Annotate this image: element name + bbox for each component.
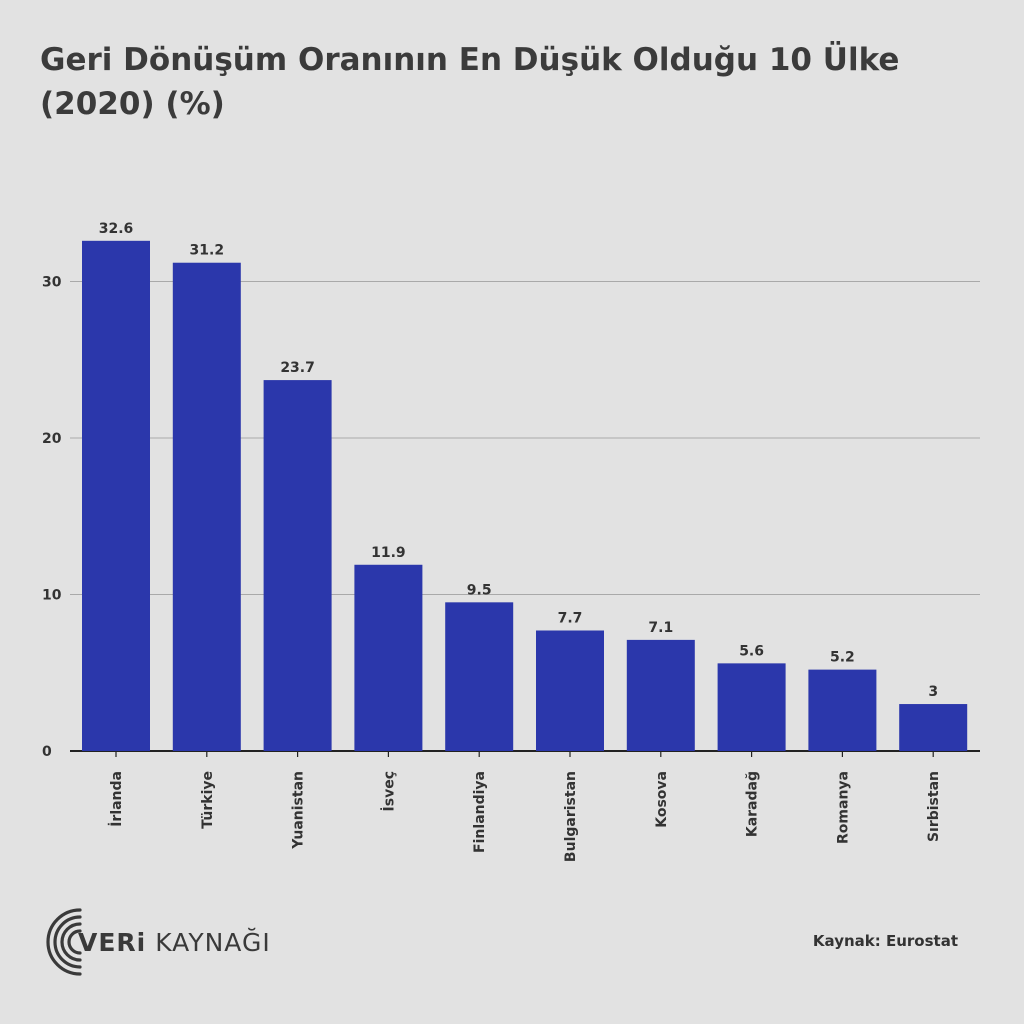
value-label-5: 7.7	[558, 610, 583, 626]
category-label-4: Finlandiya	[472, 771, 488, 853]
bar-5	[536, 630, 604, 751]
y-tick-label-30: 30	[42, 275, 62, 291]
bar-2	[263, 380, 332, 751]
value-label-8: 5.2	[830, 650, 855, 666]
chart-title: Geri Dönüşüm Oranının En Düşük Olduğu 10…	[40, 42, 900, 122]
bar-0	[82, 240, 150, 751]
logo-text-light: KAYNAĞI	[146, 928, 271, 957]
bar-6	[626, 639, 695, 751]
category-label-6: Kosova	[654, 771, 670, 828]
bars	[82, 240, 968, 751]
y-tick-label-0: 0	[42, 744, 52, 760]
value-label-2: 23.7	[280, 360, 315, 376]
category-label-0: İrlanda	[108, 771, 125, 827]
logo-text-bold: VERi	[78, 928, 147, 957]
value-label-7: 5.6	[739, 643, 764, 659]
value-label-0: 32.6	[99, 221, 134, 237]
value-label-4: 9.5	[467, 582, 492, 598]
category-label-9: Sırbistan	[926, 771, 942, 842]
category-label-2: Yuanistan	[291, 771, 307, 850]
y-tick-label-10: 10	[42, 588, 62, 604]
bar-8	[808, 669, 877, 751]
category-label-3: İsveç	[380, 771, 397, 811]
logo-wordmark: VERi KAYNAĞI	[78, 928, 271, 957]
concentric-arcs-icon	[46, 908, 82, 976]
value-label-1: 31.2	[190, 243, 225, 259]
y-tick-label-20: 20	[42, 431, 62, 447]
bar-1	[172, 262, 241, 751]
bar-9	[899, 704, 968, 751]
veri-kaynagi-logo: VERi KAYNAĞI	[42, 902, 302, 978]
bar-4	[445, 602, 514, 751]
source-note: Kaynak: Eurostat	[812, 932, 958, 950]
category-label-7: Karadağ	[745, 771, 761, 837]
category-label-8: Romanya	[835, 771, 851, 844]
bar-7	[717, 663, 786, 751]
category-label-5: Bulgaristan	[563, 771, 579, 862]
value-label-3: 11.9	[371, 545, 406, 561]
bar-3	[354, 564, 423, 751]
category-label-1: Türkiye	[200, 771, 216, 829]
value-label-6: 7.1	[648, 620, 673, 636]
labels: 0 10 20 30 32.6 İrlanda 31.2 Türkiye 23.7 Yuanist…	[42, 221, 942, 862]
value-label-9: 3	[928, 684, 938, 700]
